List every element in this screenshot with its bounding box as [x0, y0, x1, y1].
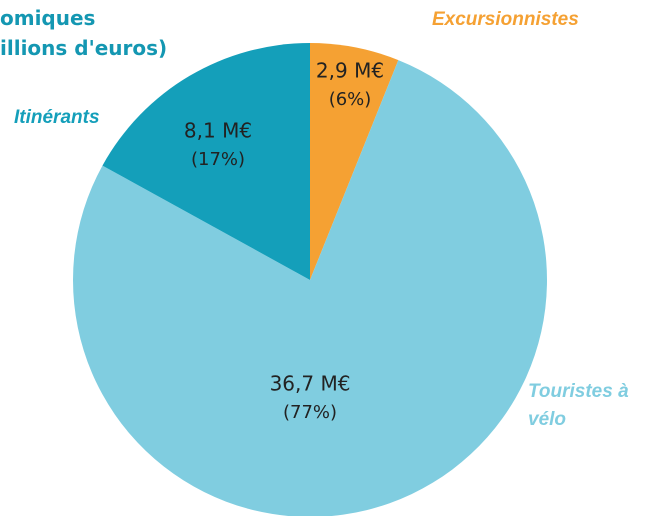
percent-label: (77%): [283, 402, 337, 423]
pie-slice: [73, 60, 547, 516]
chart-subtitle: illions d'euros): [0, 36, 168, 60]
value-label: 36,7 M€: [270, 372, 351, 396]
percent-label: (17%): [191, 149, 245, 170]
category-label: Touristes à vélo: [528, 381, 629, 430]
pie-slice: [310, 43, 399, 280]
category-label: Itinérants: [14, 107, 100, 128]
pie-slice: [102, 43, 310, 280]
value-label: 8,1 M€: [184, 119, 252, 143]
chart-title: omiques: [0, 6, 96, 30]
percent-label: (6%): [329, 89, 372, 110]
category-label: Excursionnistes: [432, 9, 579, 30]
value-label: 2,9 M€: [316, 59, 384, 83]
